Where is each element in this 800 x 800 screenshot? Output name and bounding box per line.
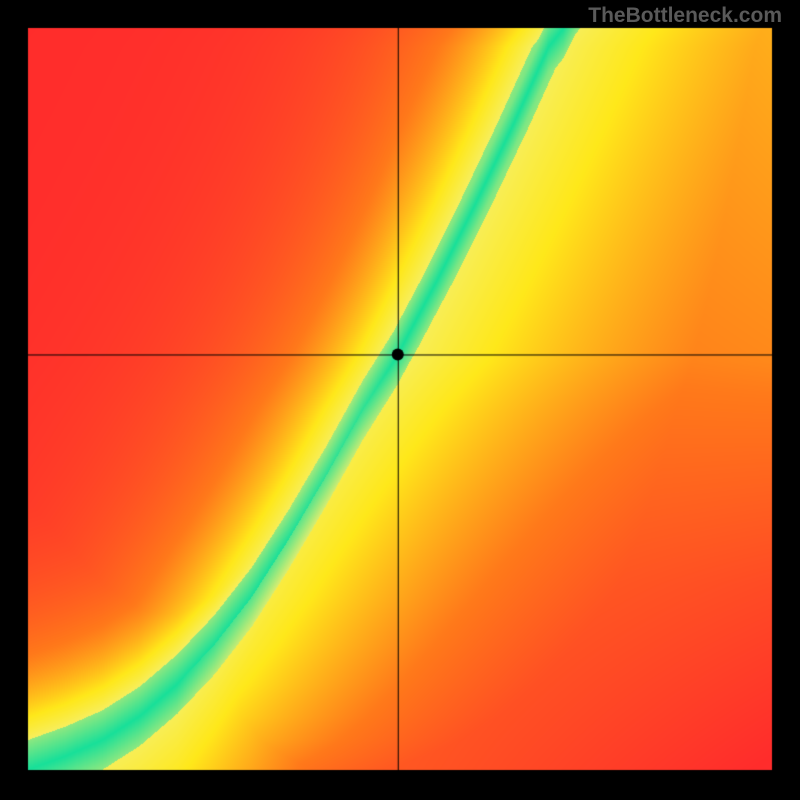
bottleneck-heatmap [0,0,800,800]
watermark-text: TheBottleneck.com [588,4,782,28]
